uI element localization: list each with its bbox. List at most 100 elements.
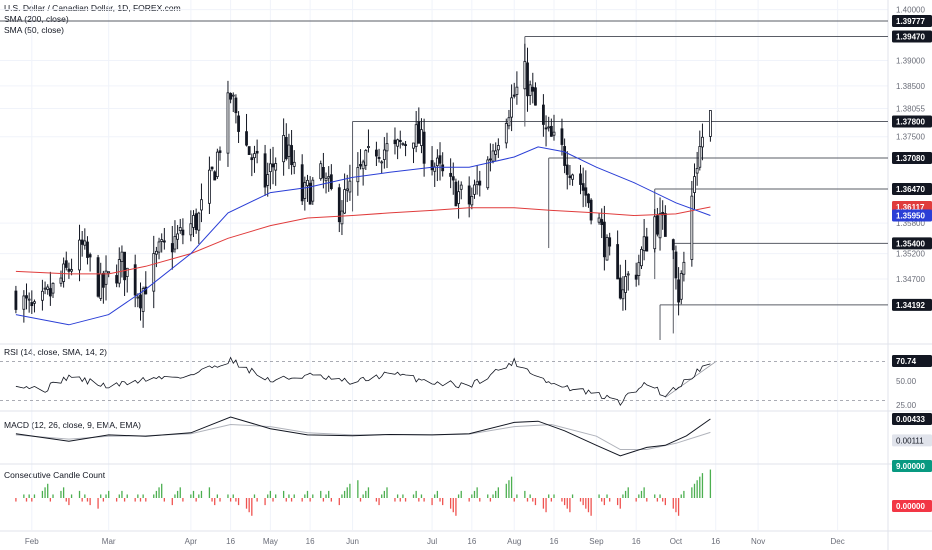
candle-body[interactable] [30, 302, 34, 307]
candle-body[interactable] [274, 163, 278, 171]
candle-body[interactable] [64, 260, 68, 268]
candle-body[interactable] [422, 131, 426, 164]
candle-body[interactable] [494, 150, 498, 155]
candle-body[interactable] [587, 193, 590, 204]
candle-body[interactable] [96, 257, 100, 297]
candle-body[interactable] [306, 179, 309, 186]
candle-body[interactable] [375, 149, 378, 157]
candle-body[interactable] [247, 146, 251, 155]
candle-body[interactable] [401, 142, 405, 145]
candle-body[interactable] [510, 97, 513, 118]
candle-body[interactable] [396, 139, 400, 147]
candle-body[interactable] [457, 191, 460, 204]
candle-body[interactable] [107, 271, 111, 274]
candle-body[interactable] [478, 180, 482, 186]
candle-body[interactable] [695, 167, 699, 174]
candle-body[interactable] [194, 213, 198, 231]
candle-body[interactable] [192, 215, 195, 228]
candle-body[interactable] [470, 196, 474, 206]
candle-body[interactable] [210, 166, 214, 170]
candle-body[interactable] [653, 216, 657, 250]
candle-body[interactable] [677, 279, 680, 303]
candle-body[interactable] [99, 273, 103, 299]
candle-body[interactable] [449, 172, 453, 177]
candle-body[interactable] [51, 282, 55, 294]
candle-body[interactable] [430, 160, 434, 171]
sma200-legend[interactable]: SMA (200, close) [4, 14, 69, 24]
candle-body[interactable] [303, 182, 307, 199]
candle-body[interactable] [709, 110, 712, 137]
candle-body[interactable] [621, 289, 625, 300]
macd-signal-line[interactable] [15, 423, 711, 450]
candle-body[interactable] [46, 286, 50, 290]
candle-body[interactable] [364, 150, 368, 166]
candle-body[interactable] [504, 123, 508, 144]
candle-body[interactable] [512, 94, 516, 97]
candle-body[interactable] [250, 157, 254, 161]
candle-body[interactable] [152, 253, 156, 292]
candle-body[interactable] [104, 270, 108, 285]
candle-body[interactable] [345, 188, 349, 191]
candle-body[interactable] [33, 301, 36, 304]
candle-body[interactable] [475, 181, 479, 185]
candle-body[interactable] [597, 217, 601, 223]
candle-body[interactable] [218, 150, 222, 153]
rsi-trend-line[interactable] [665, 361, 716, 398]
candle-count-pane-label[interactable]: Consecutive Candle Count [4, 470, 106, 480]
candle-body[interactable] [356, 167, 360, 183]
candle-body[interactable] [602, 221, 606, 258]
candle-body[interactable] [563, 146, 567, 166]
candle-body[interactable] [282, 135, 286, 163]
candle-body[interactable] [263, 153, 267, 188]
candle-body[interactable] [441, 164, 445, 172]
candle-body[interactable] [690, 195, 694, 260]
candle-body[interactable] [526, 62, 529, 97]
candle-body[interactable] [515, 86, 519, 95]
candle-body[interactable] [67, 268, 71, 272]
candle-body[interactable] [27, 298, 31, 301]
candle-body[interactable] [83, 240, 87, 246]
candle-body[interactable] [438, 155, 442, 164]
candle-body[interactable] [565, 164, 569, 175]
candle-body[interactable] [618, 277, 622, 299]
candle-body[interactable] [417, 121, 421, 144]
candle-body[interactable] [605, 237, 609, 261]
candle-body[interactable] [393, 139, 397, 145]
candle-body[interactable] [268, 163, 272, 173]
candle-body[interactable] [549, 125, 553, 137]
candle-body[interactable] [435, 157, 439, 167]
candle-body[interactable] [197, 212, 201, 231]
candle-body[interactable] [600, 219, 604, 226]
candle-body[interactable] [568, 175, 572, 179]
candle-body[interactable] [70, 269, 73, 272]
candle-body[interactable] [547, 126, 551, 129]
candle-body[interactable] [671, 239, 675, 251]
candle-body[interactable] [608, 237, 612, 247]
candle-body[interactable] [80, 239, 84, 245]
candle-body[interactable] [414, 124, 418, 147]
rsi-line[interactable] [15, 356, 711, 406]
candle-body[interactable] [382, 149, 386, 160]
candle-body[interactable] [43, 287, 47, 290]
candle-body[interactable] [160, 239, 164, 242]
candle-body[interactable] [367, 146, 370, 148]
candle-body[interactable] [459, 184, 463, 190]
candle-body[interactable] [404, 144, 407, 146]
candle-body[interactable] [361, 161, 365, 170]
candle-body[interactable] [141, 288, 145, 312]
candle-body[interactable] [542, 104, 545, 125]
candle-body[interactable] [658, 213, 662, 239]
candle-body[interactable] [327, 176, 331, 179]
candle-body[interactable] [245, 131, 248, 146]
candle-body[interactable] [634, 274, 638, 280]
candle-body[interactable] [642, 236, 646, 252]
candle-body[interactable] [311, 179, 315, 202]
candle-body[interactable] [226, 92, 230, 154]
candle-body[interactable] [162, 240, 166, 243]
candle-body[interactable] [139, 294, 142, 309]
candle-body[interactable] [14, 290, 18, 310]
candle-body[interactable] [115, 275, 119, 284]
candle-body[interactable] [380, 161, 384, 164]
candle-body[interactable] [528, 84, 532, 96]
